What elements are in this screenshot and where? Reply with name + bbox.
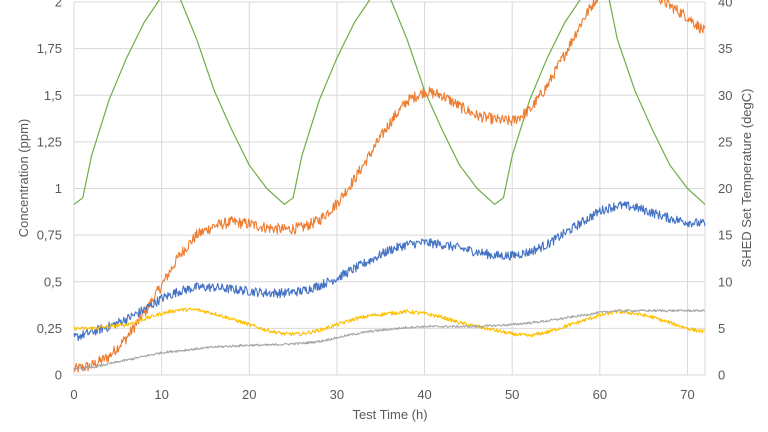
series-line-1 xyxy=(73,0,706,205)
tick-labels: 00,250,50,7511,251,51,752051015202530354… xyxy=(37,0,733,402)
series-line-5 xyxy=(73,308,706,371)
x-tick-label: 40 xyxy=(417,387,431,402)
y-tick-label: 2 xyxy=(55,0,62,10)
y2-tick-label: 35 xyxy=(718,41,732,56)
series-line-3 xyxy=(73,201,706,342)
x-tick-label: 60 xyxy=(593,387,607,402)
x-tick-label: 20 xyxy=(242,387,256,402)
x-axis-title: Test Time (h) xyxy=(352,407,427,422)
y-tick-label: 1,75 xyxy=(37,41,62,56)
y-tick-label: 0 xyxy=(55,368,62,383)
y2-tick-label: 20 xyxy=(718,181,732,196)
y-tick-label: 0,75 xyxy=(37,228,62,243)
y-tick-label: 0,25 xyxy=(37,321,62,336)
y2-tick-label: 30 xyxy=(718,88,732,103)
x-tick-label: 0 xyxy=(70,387,77,402)
x-tick-label: 50 xyxy=(505,387,519,402)
y2-tick-label: 40 xyxy=(718,0,732,10)
series-line-4 xyxy=(73,307,706,338)
y2-tick-label: 5 xyxy=(718,321,725,336)
series-line-2 xyxy=(73,0,706,373)
y-axis-title: Concentration (ppm) xyxy=(16,119,31,238)
x-tick-label: 30 xyxy=(330,387,344,402)
y2-axis-title: SHED Set Temperature (degC) xyxy=(739,89,754,268)
series-group xyxy=(73,0,706,373)
y-tick-label: 1,5 xyxy=(44,88,62,103)
gridlines xyxy=(73,1,706,376)
x-tick-label: 70 xyxy=(680,387,694,402)
y2-tick-label: 10 xyxy=(718,274,732,289)
y2-tick-label: 0 xyxy=(718,368,725,383)
y-tick-label: 1 xyxy=(55,181,62,196)
y-tick-label: 0,5 xyxy=(44,274,62,289)
x-tick-label: 10 xyxy=(154,387,168,402)
y-tick-label: 1,25 xyxy=(37,134,62,149)
y2-tick-label: 15 xyxy=(718,228,732,243)
y2-tick-label: 25 xyxy=(718,134,732,149)
